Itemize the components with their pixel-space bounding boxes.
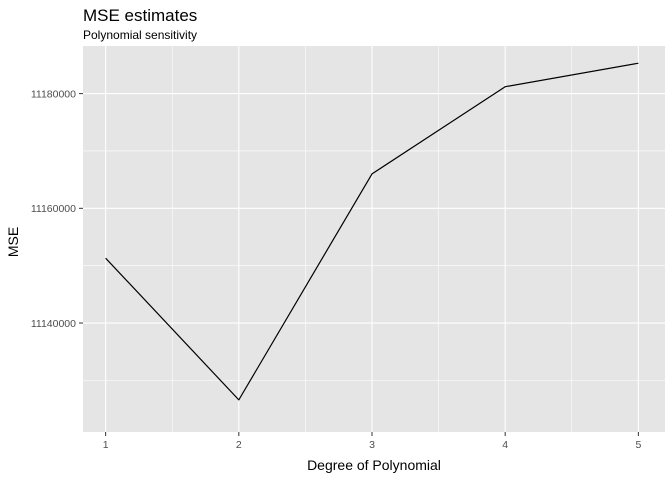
x-tick-label: 5 <box>635 439 641 451</box>
y-tick-label: 11160000 <box>31 203 76 215</box>
x-tick-label: 3 <box>369 439 375 451</box>
minor-gridlines <box>83 46 665 432</box>
x-axis: 1 2 3 4 5 <box>103 432 641 451</box>
y-tick-label: 11140000 <box>31 318 76 330</box>
plot-panel <box>83 46 665 432</box>
x-tick-label: 4 <box>502 439 508 451</box>
y-axis: 11140000 11160000 11180000 <box>31 88 83 330</box>
chart-title: MSE estimates <box>83 6 197 25</box>
x-tick-label: 2 <box>236 439 242 451</box>
y-tick-label: 11180000 <box>31 88 76 100</box>
chart-subtitle: Polynomial sensitivity <box>83 28 197 42</box>
major-gridlines <box>83 46 665 432</box>
x-tick-label: 1 <box>103 439 109 451</box>
series-layer <box>105 62 639 401</box>
y-axis-title: MSE <box>5 227 21 257</box>
x-axis-title: Degree of Polynomial <box>307 457 441 473</box>
